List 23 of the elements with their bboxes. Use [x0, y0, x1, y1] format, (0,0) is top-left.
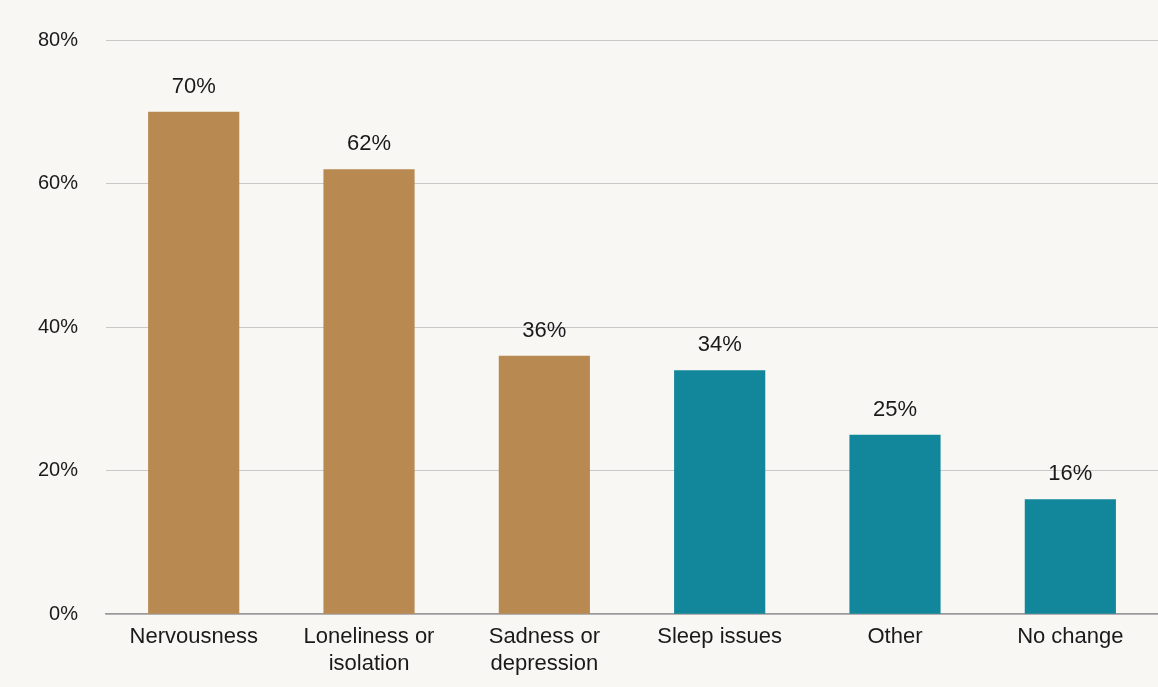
bar: [849, 434, 941, 614]
data-label: 25%: [872, 395, 918, 421]
y-tick-label: 80%: [38, 27, 79, 50]
data-label: 16%: [1048, 460, 1093, 486]
y-tick-label: 60%: [38, 171, 79, 194]
x-tick-label: Other: [867, 623, 923, 649]
data-label: 62%: [347, 130, 392, 156]
x-tick-label: Sleep issues: [657, 623, 783, 649]
x-tick-label: Loneliness or isolation: [303, 623, 435, 675]
data-label: 34%: [697, 331, 742, 357]
y-tick-label: 0%: [49, 601, 79, 624]
bar: [323, 169, 415, 614]
y-tick-label: 20%: [38, 458, 79, 481]
data-label: 70%: [171, 72, 216, 98]
data-label: 36%: [522, 316, 567, 342]
x-tick-label: No change: [1017, 623, 1124, 649]
y-tick-label: 40%: [38, 314, 79, 337]
x-tick-label: Nervousness: [129, 623, 258, 649]
bar: [1024, 499, 1116, 614]
x-tick-label: Sadness or depression: [488, 623, 600, 675]
bar: [498, 355, 590, 614]
bar: [148, 111, 240, 614]
bar: [674, 370, 766, 614]
